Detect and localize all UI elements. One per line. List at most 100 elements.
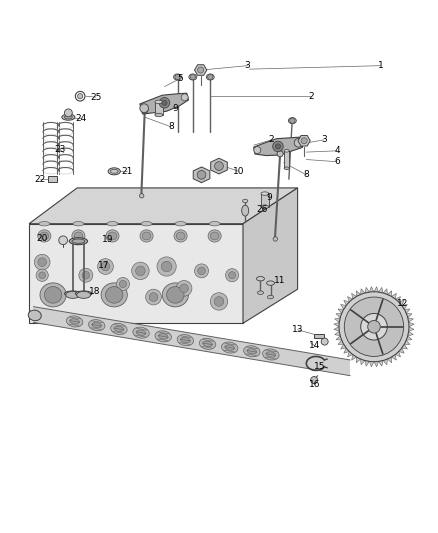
Polygon shape	[194, 64, 207, 75]
Text: 21: 21	[122, 167, 133, 176]
Circle shape	[146, 289, 161, 305]
Polygon shape	[356, 357, 360, 363]
Polygon shape	[29, 188, 297, 224]
Polygon shape	[336, 336, 342, 340]
Text: 3: 3	[244, 61, 250, 70]
Text: 15: 15	[314, 362, 325, 372]
Ellipse shape	[92, 322, 102, 328]
Circle shape	[210, 293, 228, 310]
Ellipse shape	[176, 232, 185, 240]
Polygon shape	[335, 332, 340, 336]
Text: 12: 12	[397, 299, 408, 308]
Polygon shape	[409, 327, 414, 332]
Ellipse shape	[155, 331, 171, 342]
Ellipse shape	[266, 352, 276, 357]
Circle shape	[39, 272, 46, 279]
Circle shape	[276, 144, 281, 149]
Ellipse shape	[155, 113, 162, 117]
Circle shape	[208, 75, 213, 79]
Polygon shape	[334, 322, 339, 327]
Polygon shape	[374, 361, 378, 367]
Circle shape	[98, 259, 113, 274]
Ellipse shape	[162, 283, 188, 307]
Polygon shape	[406, 336, 412, 340]
Text: 18: 18	[89, 287, 100, 296]
Circle shape	[181, 94, 188, 101]
Polygon shape	[338, 309, 344, 313]
Circle shape	[136, 266, 145, 276]
Text: 5: 5	[177, 74, 183, 83]
Polygon shape	[360, 359, 365, 365]
Circle shape	[180, 284, 188, 293]
Bar	[48, 176, 57, 182]
Polygon shape	[29, 224, 243, 323]
Bar	[155, 102, 162, 115]
Circle shape	[197, 171, 206, 179]
Text: 20: 20	[36, 233, 48, 243]
Ellipse shape	[263, 349, 279, 360]
Circle shape	[119, 280, 127, 288]
Circle shape	[64, 109, 72, 117]
Polygon shape	[378, 287, 383, 293]
Ellipse shape	[140, 230, 153, 242]
Ellipse shape	[136, 330, 146, 335]
Circle shape	[190, 75, 195, 79]
Ellipse shape	[209, 222, 220, 226]
Polygon shape	[383, 289, 387, 294]
Ellipse shape	[244, 346, 260, 357]
Ellipse shape	[108, 232, 117, 240]
Text: 9: 9	[266, 193, 272, 202]
Polygon shape	[352, 293, 357, 299]
Ellipse shape	[107, 222, 118, 226]
Polygon shape	[406, 313, 412, 318]
Circle shape	[290, 118, 295, 123]
Ellipse shape	[40, 283, 66, 307]
Circle shape	[149, 293, 158, 301]
Polygon shape	[338, 340, 344, 344]
Circle shape	[140, 104, 148, 112]
Circle shape	[321, 338, 328, 345]
Polygon shape	[298, 135, 310, 146]
Ellipse shape	[74, 232, 83, 240]
Bar	[314, 334, 324, 338]
Polygon shape	[402, 344, 407, 349]
Circle shape	[254, 147, 261, 154]
Ellipse shape	[70, 319, 79, 324]
Ellipse shape	[267, 281, 275, 285]
Polygon shape	[392, 293, 396, 299]
Text: 1: 1	[378, 61, 383, 70]
Ellipse shape	[225, 345, 234, 350]
Polygon shape	[409, 322, 414, 327]
Ellipse shape	[258, 291, 264, 294]
Ellipse shape	[114, 326, 124, 332]
Ellipse shape	[72, 230, 85, 242]
Polygon shape	[387, 290, 392, 296]
Polygon shape	[378, 360, 383, 366]
Ellipse shape	[38, 230, 51, 242]
Polygon shape	[374, 287, 378, 292]
Ellipse shape	[111, 324, 127, 335]
Polygon shape	[356, 290, 360, 296]
Polygon shape	[408, 332, 413, 336]
Polygon shape	[402, 304, 407, 309]
Circle shape	[101, 262, 110, 271]
Ellipse shape	[28, 310, 41, 321]
Circle shape	[36, 269, 48, 281]
Circle shape	[157, 257, 176, 276]
Circle shape	[294, 139, 303, 147]
Ellipse shape	[133, 327, 149, 338]
Polygon shape	[336, 313, 342, 318]
Circle shape	[175, 75, 180, 79]
Circle shape	[301, 138, 307, 144]
Ellipse shape	[106, 230, 119, 242]
Ellipse shape	[203, 341, 212, 346]
Circle shape	[159, 98, 170, 108]
Polygon shape	[334, 327, 339, 332]
Text: 14: 14	[309, 342, 321, 351]
Ellipse shape	[155, 100, 162, 103]
Text: 22: 22	[34, 175, 46, 184]
Circle shape	[142, 107, 148, 113]
Ellipse shape	[73, 222, 84, 226]
Ellipse shape	[268, 295, 274, 299]
Text: 13: 13	[292, 325, 304, 334]
